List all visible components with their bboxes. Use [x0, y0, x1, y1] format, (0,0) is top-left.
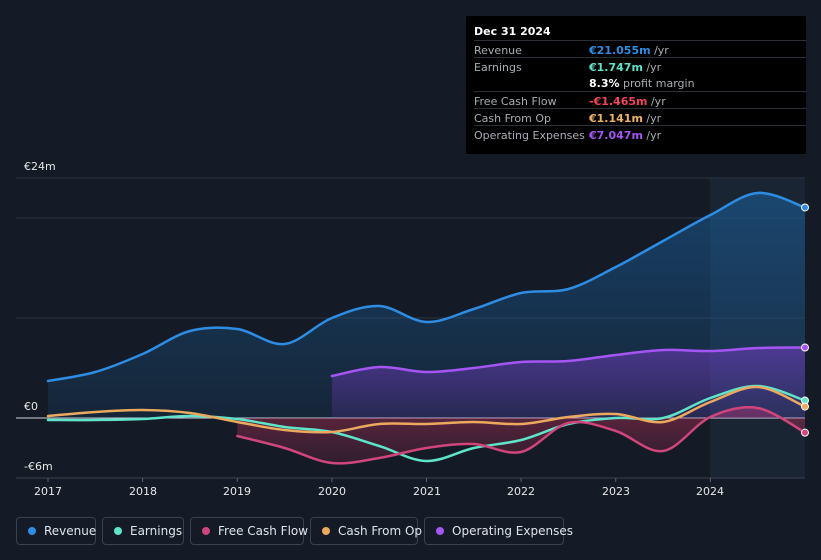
legend-label: Operating Expenses: [452, 524, 573, 538]
x-tick-2020: 2020: [318, 485, 346, 498]
x-tick-2024: 2024: [696, 485, 724, 498]
tooltip-value-earnings: €1.747m /yr: [589, 61, 662, 74]
tooltip-value-revenue: €21.055m /yr: [589, 44, 669, 57]
tooltip-row-revenue: Revenue €21.055m /yr: [474, 40, 806, 58]
legend-label: Revenue: [44, 524, 97, 538]
tooltip-row-cfo: Cash From Op €1.141m /yr: [474, 108, 806, 126]
legend-cash-from-op[interactable]: Cash From Op: [310, 517, 422, 545]
tooltip-label: Free Cash Flow: [474, 95, 557, 108]
data-tooltip: Dec 31 2024 Revenue €21.055m /yr Earning…: [466, 16, 806, 154]
tooltip-row-margin: 8.3% profit margin: [474, 74, 806, 91]
legend-label: Free Cash Flow: [218, 524, 309, 538]
x-tick-2019: 2019: [223, 485, 251, 498]
x-tick-2018: 2018: [129, 485, 157, 498]
operating-expenses-area: [331, 347, 805, 418]
tooltip-label: Cash From Op: [474, 112, 552, 125]
free-cash-flow-end-point: [801, 428, 809, 437]
cash-from-op-dot-icon: [322, 527, 330, 535]
operating-expenses-line: [330, 346, 807, 378]
legend-revenue[interactable]: Revenue: [16, 517, 96, 545]
revenue-dot-icon: [28, 527, 36, 535]
tooltip-row-fcf: Free Cash Flow -€1.465m /yr: [474, 91, 806, 109]
y-tick-top: €24m: [24, 160, 56, 173]
x-axis-ticks: [47, 478, 711, 482]
tooltip-value-margin: 8.3% profit margin: [589, 77, 695, 90]
x-tick-2021: 2021: [413, 485, 441, 498]
y-tick-zero: €0: [24, 400, 38, 413]
revenue-end-point: [801, 203, 809, 212]
cash-from-op-end-point: [801, 402, 809, 411]
legend-earnings[interactable]: Earnings: [102, 517, 184, 545]
operating-expenses-end-point: [801, 343, 809, 352]
x-tick-2017: 2017: [34, 485, 62, 498]
legend-operating-expenses[interactable]: Operating Expenses: [424, 517, 573, 545]
series-end-dots: [801, 203, 809, 437]
tooltip-value-cfo: €1.141m /yr: [589, 112, 662, 125]
free-cash-flow-dot-icon: [202, 527, 210, 535]
tooltip-date: Dec 31 2024: [474, 25, 551, 38]
tooltip-label: Revenue: [474, 44, 522, 57]
earnings-dot-icon: [114, 527, 122, 535]
tooltip-row-opex: Operating Expenses €7.047m /yr: [474, 125, 806, 143]
y-tick-bottom: -€6m: [24, 460, 53, 473]
x-tick-2022: 2022: [507, 485, 535, 498]
legend-label: Cash From Op: [338, 524, 423, 538]
tooltip-label: Operating Expenses: [474, 129, 585, 142]
series-lines: [46, 191, 807, 465]
tooltip-row-earnings: Earnings €1.747m /yr: [474, 57, 806, 75]
earnings-line: [46, 384, 807, 463]
tooltip-value-fcf: -€1.465m /yr: [589, 95, 666, 108]
tooltip-label: Earnings: [474, 61, 522, 74]
free-cash-flow-line: [236, 406, 807, 465]
operating-expenses-dot-icon: [436, 527, 444, 535]
cash-from-op-line: [46, 385, 807, 434]
legend-label: Earnings: [130, 524, 183, 538]
x-tick-2023: 2023: [602, 485, 630, 498]
revenue-line: [46, 191, 807, 383]
legend-free-cash-flow[interactable]: Free Cash Flow: [190, 517, 308, 545]
tooltip-value-opex: €7.047m /yr: [589, 129, 662, 142]
